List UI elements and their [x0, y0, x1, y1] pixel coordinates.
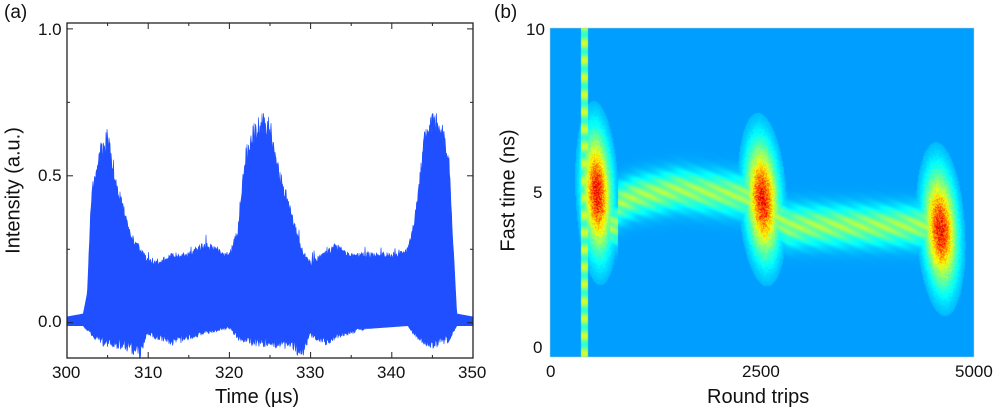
panel-b-heatmap [550, 28, 974, 357]
b-ytick: 0 [533, 338, 543, 357]
b-ylabel: Fast time (ns) [497, 129, 520, 252]
a-xtick: 330 [296, 363, 325, 382]
a-xtick: 350 [458, 363, 487, 382]
b-xtick: 2500 [742, 362, 780, 381]
a-xtick: 300 [52, 363, 81, 382]
b-xtick: 5000 [955, 362, 993, 381]
a-ytick: 0.0 [38, 312, 62, 331]
a-xtick: 340 [377, 363, 406, 382]
a-xtick: 310 [134, 363, 163, 382]
b-ytick: 5 [533, 183, 543, 202]
panel-a-label: (a) [4, 2, 28, 23]
a-xlabel: Time (µs) [215, 386, 300, 408]
a-ylabel: Intensity (a.u.) [2, 127, 25, 254]
b-xlabel: Round trips [707, 386, 810, 408]
a-ytick: 1.0 [38, 20, 62, 39]
a-xtick: 320 [215, 363, 244, 382]
b-plot-frame [549, 27, 975, 358]
panel-b-label: (b) [494, 2, 518, 23]
b-xtick: 0 [546, 362, 556, 381]
b-ytick: 10 [526, 20, 545, 39]
a-ytick: 0.5 [38, 166, 62, 185]
